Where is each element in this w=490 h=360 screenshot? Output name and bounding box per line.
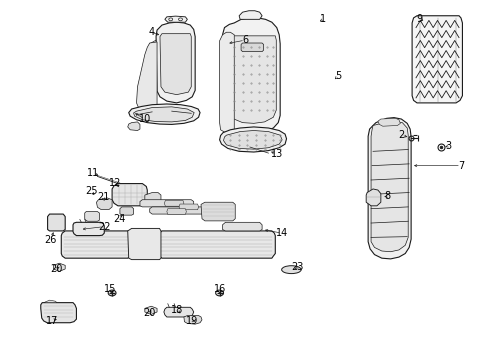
- Polygon shape: [61, 231, 132, 258]
- Text: 17: 17: [46, 316, 58, 325]
- Polygon shape: [164, 307, 194, 317]
- Polygon shape: [41, 303, 76, 323]
- Text: 26: 26: [45, 235, 57, 245]
- Text: 23: 23: [292, 262, 304, 272]
- Text: 14: 14: [275, 228, 288, 238]
- Polygon shape: [241, 43, 264, 51]
- Polygon shape: [53, 263, 65, 271]
- Polygon shape: [164, 201, 184, 206]
- Polygon shape: [165, 16, 187, 22]
- Text: 3: 3: [445, 141, 451, 151]
- Polygon shape: [150, 207, 208, 214]
- Polygon shape: [156, 22, 195, 103]
- Polygon shape: [366, 189, 381, 206]
- Polygon shape: [160, 34, 191, 95]
- Polygon shape: [128, 228, 161, 260]
- Polygon shape: [368, 118, 411, 259]
- Text: 9: 9: [417, 14, 423, 24]
- Polygon shape: [128, 122, 140, 131]
- Polygon shape: [137, 42, 157, 112]
- Text: 20: 20: [50, 264, 63, 274]
- Text: 8: 8: [385, 191, 391, 201]
- Polygon shape: [167, 209, 186, 215]
- Text: 24: 24: [113, 214, 125, 224]
- Text: 15: 15: [104, 284, 117, 294]
- Text: 18: 18: [171, 305, 183, 315]
- Text: 25: 25: [85, 186, 98, 197]
- Polygon shape: [48, 214, 65, 231]
- Polygon shape: [73, 222, 104, 235]
- Text: 22: 22: [98, 222, 111, 231]
- Polygon shape: [220, 32, 234, 133]
- Text: 5: 5: [335, 71, 341, 81]
- Text: 1: 1: [320, 14, 326, 24]
- Polygon shape: [44, 300, 57, 303]
- Polygon shape: [140, 200, 194, 207]
- Polygon shape: [120, 207, 134, 215]
- Text: 2: 2: [398, 130, 404, 140]
- Polygon shape: [222, 222, 262, 231]
- Polygon shape: [112, 184, 147, 206]
- Ellipse shape: [282, 266, 301, 274]
- Polygon shape: [201, 202, 235, 221]
- Text: 20: 20: [144, 309, 156, 318]
- Polygon shape: [223, 131, 282, 149]
- Polygon shape: [412, 16, 463, 103]
- Text: 12: 12: [109, 178, 122, 188]
- Polygon shape: [129, 104, 200, 125]
- Polygon shape: [97, 198, 112, 210]
- Polygon shape: [371, 121, 408, 252]
- Polygon shape: [179, 204, 198, 210]
- Polygon shape: [220, 127, 287, 152]
- Text: 21: 21: [97, 192, 109, 202]
- Text: 19: 19: [186, 316, 198, 325]
- Text: 11: 11: [87, 168, 99, 178]
- Polygon shape: [225, 36, 276, 123]
- Text: 13: 13: [270, 149, 283, 159]
- Polygon shape: [85, 212, 99, 221]
- Text: 6: 6: [242, 35, 248, 45]
- Polygon shape: [158, 231, 275, 258]
- Polygon shape: [239, 11, 262, 19]
- Polygon shape: [134, 107, 194, 122]
- Text: 7: 7: [458, 161, 464, 171]
- Polygon shape: [378, 118, 400, 126]
- Text: 4: 4: [148, 27, 154, 37]
- Polygon shape: [184, 316, 202, 324]
- Polygon shape: [145, 306, 157, 315]
- Polygon shape: [222, 18, 280, 134]
- Polygon shape: [145, 193, 161, 204]
- Text: 10: 10: [139, 114, 151, 124]
- Text: 16: 16: [214, 284, 226, 294]
